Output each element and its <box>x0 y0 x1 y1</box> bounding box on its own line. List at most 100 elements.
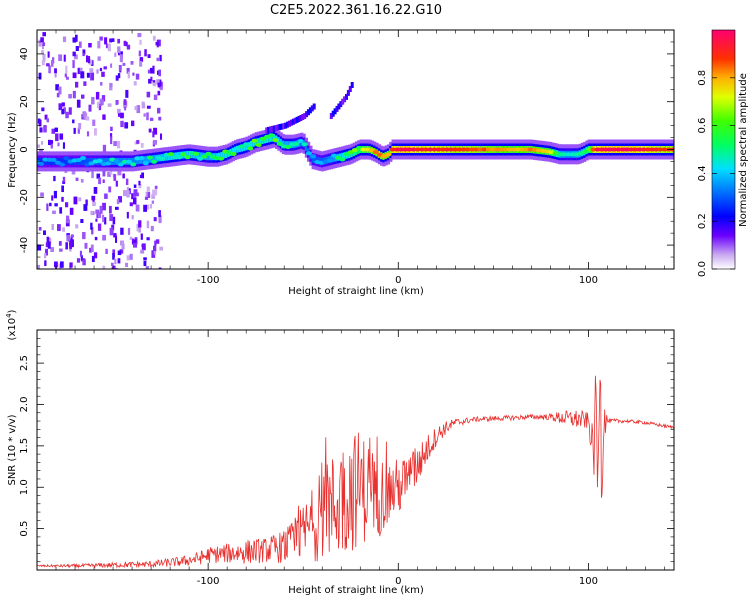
heat-speckle <box>54 203 58 207</box>
heat-speckle <box>126 44 131 50</box>
heat-speckle <box>43 125 47 133</box>
heat-speckle <box>126 186 129 195</box>
heat-speckle <box>72 60 75 69</box>
heat-speckle <box>84 242 88 249</box>
heat-speckle <box>111 267 116 269</box>
heat-mid <box>357 146 361 154</box>
heat-cell <box>218 156 225 161</box>
heat-speckle <box>132 72 135 76</box>
heat-mid <box>348 151 352 159</box>
heat-speckle <box>71 169 76 175</box>
heat-speckle <box>37 144 41 148</box>
heat-speckle <box>150 204 153 209</box>
heat-speckle <box>146 220 150 229</box>
heat-speckle <box>153 94 158 101</box>
heat-branch <box>333 108 337 115</box>
spectrogram-y-label: Frequency (Hz) <box>7 112 18 188</box>
heat-cell <box>285 145 291 149</box>
heat-cell <box>657 147 664 152</box>
heat-speckle <box>150 76 153 81</box>
heat-speckle <box>105 248 108 255</box>
heat-speckle <box>145 266 150 269</box>
heat-speckle <box>85 199 88 206</box>
heat-speckle <box>123 99 127 106</box>
heat-speckle <box>111 38 115 42</box>
heat-speckle <box>108 186 112 193</box>
heat-speckle <box>100 82 103 86</box>
heat-speckle <box>157 90 161 96</box>
heat-speckle <box>126 67 130 74</box>
heat-speckle <box>102 144 107 152</box>
x-tick-label: -100 <box>197 576 220 587</box>
heat-cell <box>339 157 346 162</box>
heat-speckle <box>107 43 111 52</box>
heat-cell <box>239 144 245 149</box>
heat-cell <box>582 149 588 154</box>
heat-speckle <box>152 131 155 138</box>
heat-speckle <box>76 258 81 263</box>
heat-speckle <box>66 215 70 224</box>
heat-cell <box>490 147 496 152</box>
heat-speckle <box>129 253 133 260</box>
heat-speckle <box>127 227 131 235</box>
heat-speckle <box>117 141 121 149</box>
heat-speckle <box>82 259 86 266</box>
heat-branch <box>270 125 274 132</box>
heat-speckle <box>153 127 158 135</box>
heat-mid <box>167 153 171 161</box>
heat-speckle <box>42 42 46 46</box>
heat-mid <box>256 138 260 146</box>
heat-speckle <box>126 211 129 219</box>
heat-speckle <box>65 242 68 250</box>
heat-mid <box>106 157 110 165</box>
heat-speckle <box>80 71 85 79</box>
heat-speckle <box>153 140 157 145</box>
heat-cell <box>59 162 66 167</box>
heat-speckle <box>38 227 42 231</box>
heat-speckle <box>95 209 100 214</box>
heat-mid <box>104 157 108 165</box>
heat-mid <box>138 157 142 164</box>
heat-speckle <box>133 81 137 86</box>
heat-mid <box>263 136 267 144</box>
heat-speckle <box>136 223 139 232</box>
heat-speckle <box>58 241 62 246</box>
heat-speckle <box>83 204 88 211</box>
heat-cell <box>485 147 492 152</box>
heat-mid <box>151 155 156 163</box>
heat-speckle <box>60 261 64 268</box>
heat-speckle <box>61 196 64 202</box>
heat-speckle <box>151 194 156 199</box>
heat-cell <box>615 147 622 152</box>
heat-speckle <box>114 258 117 265</box>
heat-speckle <box>102 214 105 223</box>
heat-branch <box>280 123 284 130</box>
heat-speckle <box>91 255 95 263</box>
heat-speckle <box>73 127 76 134</box>
heat-cell <box>464 147 471 152</box>
heat-mid <box>65 157 69 165</box>
heat-branch <box>343 96 347 103</box>
heat-speckle <box>72 51 76 57</box>
heat-speckle <box>141 101 145 106</box>
heat-cell <box>372 150 379 155</box>
heat-speckle <box>120 227 124 235</box>
heat-cell <box>590 147 597 152</box>
heat-speckle <box>88 59 93 65</box>
heat-speckle <box>138 220 142 228</box>
heat-cell <box>310 154 317 159</box>
heat-branch <box>339 101 343 108</box>
heat-speckle <box>109 38 113 43</box>
heat-speckle <box>153 251 156 255</box>
spectrogram-x-label: Height of straight line (km) <box>288 286 424 297</box>
snr-y-ticks: 0.5 1.0 1.5 2.0 2.5 <box>19 337 674 563</box>
heat-speckle <box>41 60 45 66</box>
heat-cell <box>598 147 605 152</box>
x-tick-label: 0 <box>395 576 401 587</box>
heat-speckle <box>42 44 45 50</box>
heat-cell <box>105 161 112 166</box>
heat-cell <box>393 147 400 152</box>
heat-speckle <box>41 50 44 54</box>
heat-speckle <box>62 36 67 43</box>
heat-speckle <box>152 65 155 74</box>
